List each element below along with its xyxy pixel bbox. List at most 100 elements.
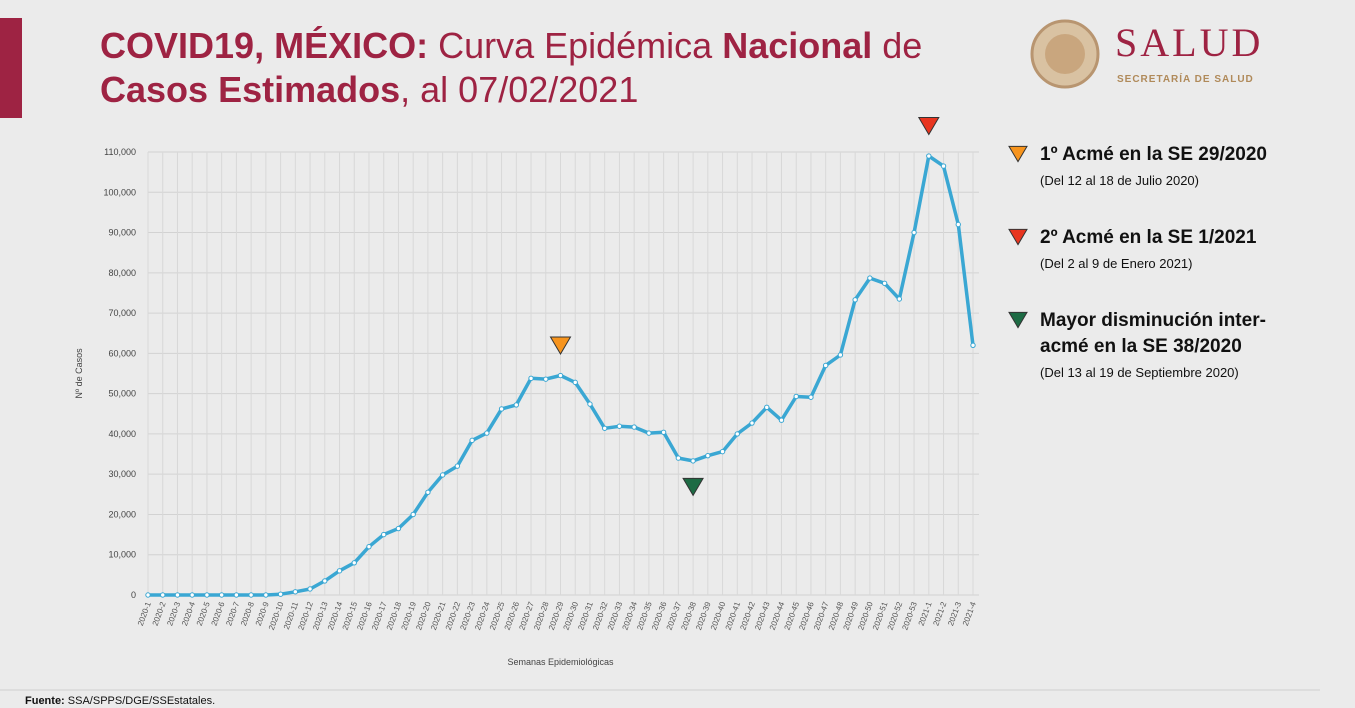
y-tick-label: 70,000 [108,308,136,318]
data-point [322,578,328,584]
data-point [852,297,858,303]
data-point [263,592,269,598]
data-point [336,568,343,574]
logo-subtitle: SECRETARÍA DE SALUD [1117,72,1254,85]
data-point [837,352,844,358]
x-axis-label: Semanas Epidemiológicas [507,657,614,667]
annotation-marker [549,336,572,356]
logo-seal-inner [1045,34,1085,74]
data-point [233,592,240,598]
data-point [248,592,254,598]
legend-detail: (Del 12 al 18 de Julio 2020) [1040,173,1199,188]
legend-detail: (Del 13 al 19 de Septiembre 2020) [1040,365,1239,380]
y-tick-label: 60,000 [108,348,136,358]
data-point [425,489,431,496]
data-point [940,163,947,169]
data-point [690,458,696,464]
y-tick-label: 40,000 [108,429,136,439]
data-point [484,430,490,436]
y-tick-label: 100,000 [103,187,136,197]
data-point [528,375,534,382]
data-point [719,448,726,455]
data-point [734,431,740,437]
logo-title: SALUD [1115,20,1263,65]
annotation-marker [917,117,940,136]
data-point [145,592,151,598]
data-point [204,592,210,598]
data-point [896,296,903,302]
data-point [498,406,505,412]
y-tick-label: 30,000 [108,469,136,479]
data-point [926,153,932,159]
y-tick-label: 90,000 [108,228,136,238]
data-point [174,592,181,598]
title-line: Casos Estimados, al 07/02/2021 [50,69,668,110]
data-point [160,592,166,598]
data-point [469,437,475,444]
footer-part: SSA/SPPS/DGE/SSEstatales. [65,695,215,707]
data-point [793,393,799,400]
data-point [616,423,623,429]
footer-part: Fuente: [25,695,65,707]
y-axis-label: Nº de Casos [74,348,84,399]
data-point [351,560,357,566]
data-point [881,280,888,286]
data-point [601,425,608,431]
data-point [955,221,961,228]
data-point [646,430,652,436]
title-part: , al 07/02/2021 [400,69,638,110]
data-point [454,463,461,469]
y-tick-label: 110,000 [104,147,136,157]
data-point [543,376,549,382]
data-point [307,586,313,592]
accent-bar [0,18,22,118]
data-point [587,401,593,407]
y-tick-label: 10,000 [108,550,136,560]
legend-marker [1008,228,1028,246]
data-point [410,511,416,518]
legend-label: 1º Acmé en la SE 29/2020 [1040,144,1267,165]
annotation-marker [682,477,704,497]
legend-marker [1008,145,1028,163]
data-point [366,543,372,550]
logo: SALUD SECRETARÍA DE SALUD [1030,19,1263,89]
legend-marker [1008,311,1028,329]
data-point [631,424,637,430]
data-point [572,379,578,386]
y-tick-label: 50,000 [108,389,136,399]
y-tick-label: 80,000 [108,268,136,278]
data-point [439,472,446,478]
data-point [822,362,829,369]
title-part: Curva Epidémica [428,25,722,66]
data-point [808,394,814,400]
data-point [867,275,873,281]
data-point [970,342,976,349]
data-point [277,591,284,597]
legend-label: 2º Acmé en la SE 1/2021 [1040,227,1257,248]
data-point [513,402,520,408]
title-part: de [872,25,922,66]
legend-label: Mayor disminución inter- [1040,310,1266,331]
title-part: Casos Estimados [100,69,400,110]
data-point [189,592,195,598]
title-part: Nacional [722,25,872,66]
data-point [705,452,711,459]
data-point [381,531,387,538]
data-point [557,372,564,379]
title-line: COVID19, MÉXICO: Curva Epidémica Naciona… [50,25,952,66]
data-point [660,429,667,435]
y-tick-label: 0 [131,590,136,600]
data-point [292,589,299,595]
legend-detail: (Del 2 al 9 de Enero 2021) [1040,256,1192,271]
y-tick-label: 20,000 [108,509,136,519]
data-point [218,592,225,598]
data-point [675,455,682,461]
data-point [395,525,402,532]
title-part: COVID19, MÉXICO: [100,25,428,66]
legend-label: acmé en la SE 38/2020 [1040,336,1242,357]
data-point [764,404,770,411]
data-point [911,229,917,236]
data-point [778,417,785,423]
